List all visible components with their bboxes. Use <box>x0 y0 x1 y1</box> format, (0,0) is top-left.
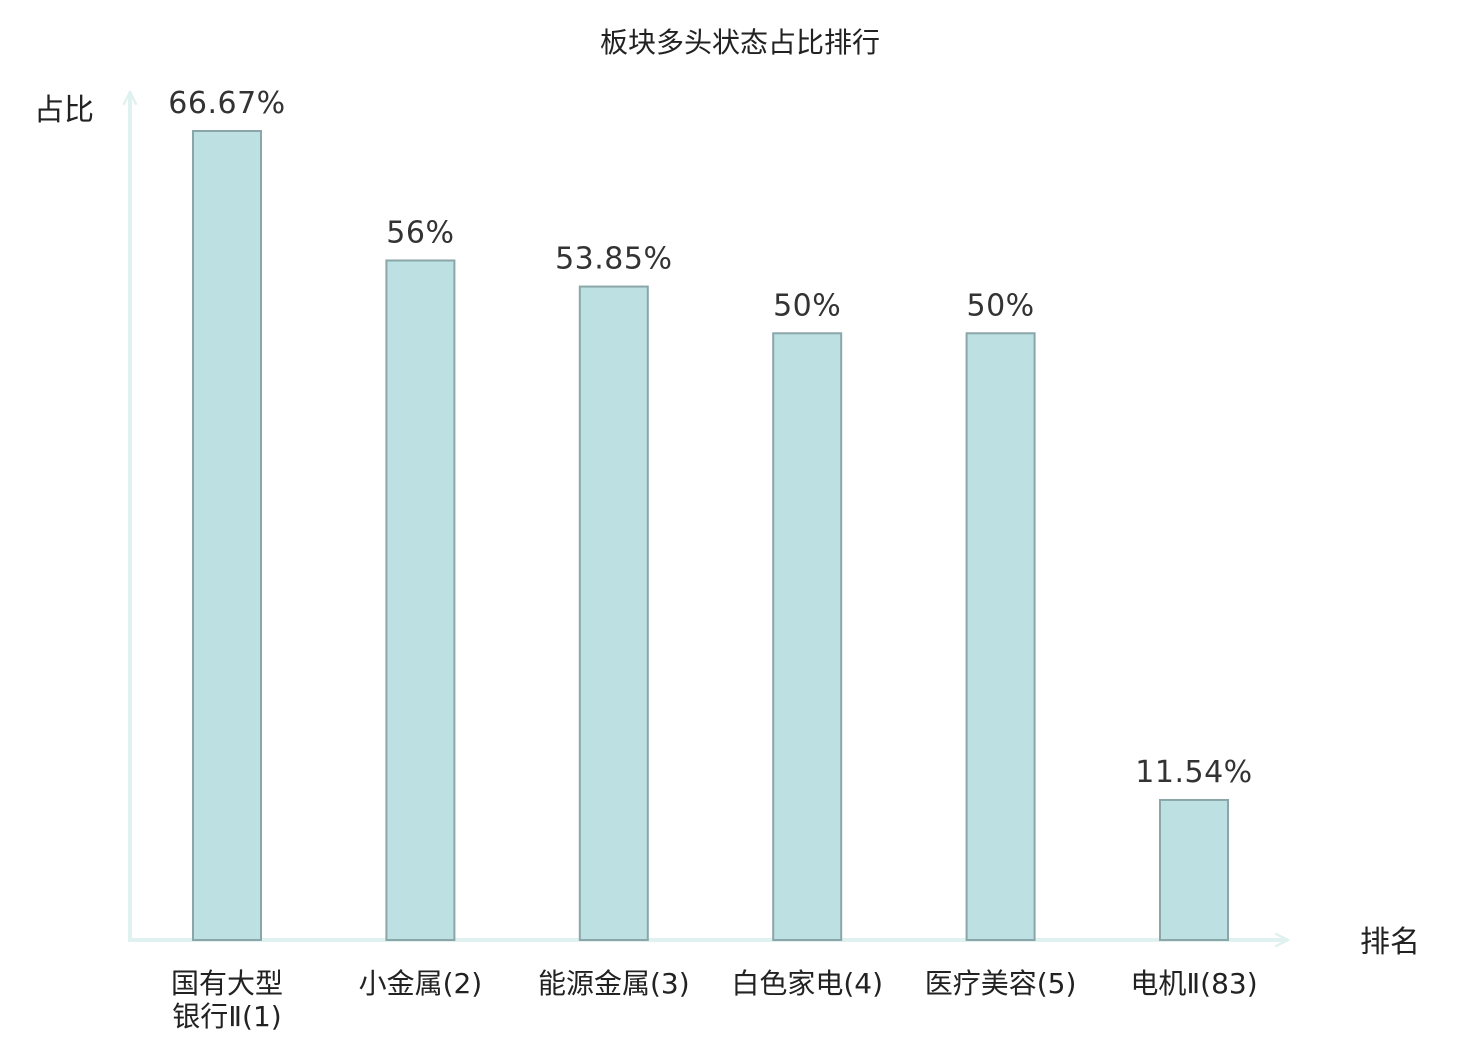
category-label-line: 小金属(2) <box>359 967 483 1000</box>
category-label-line: 白色家电(4) <box>731 967 883 1000</box>
bar-1 <box>192 130 262 941</box>
bar-4 <box>772 332 843 941</box>
bar-2 <box>385 259 456 941</box>
x-axis-title: 排名 <box>1360 925 1420 960</box>
category-label-line: 医疗美容(5) <box>925 967 1077 1000</box>
value-label-4: 50% <box>773 288 841 323</box>
value-label-3: 53.85% <box>555 242 672 277</box>
category-label-5: 医疗美容(5) <box>925 967 1077 1000</box>
category-label-line: 电机Ⅱ(83) <box>1130 967 1257 1000</box>
category-label-3: 能源金属(3) <box>538 967 690 1000</box>
chart-title: 板块多头状态占比排行 <box>600 26 880 59</box>
plot-area: 66.67% 国有大型银行Ⅱ(1) 56% 小金属(2) 53.85% 能源金属(3) 50… <box>168 86 1257 1033</box>
category-label-2: 小金属(2) <box>359 967 483 1000</box>
bar-6 <box>1159 798 1229 942</box>
category-label-line: 国有大型 <box>171 967 283 1000</box>
bar-5 <box>965 332 1036 941</box>
y-axis-title: 占比 <box>34 93 94 128</box>
category-label-line: 能源金属(3) <box>538 967 690 1000</box>
value-label-2: 56% <box>386 215 454 250</box>
category-label-6: 电机Ⅱ(83) <box>1130 967 1257 1000</box>
category-label-1: 国有大型银行Ⅱ(1) <box>171 967 283 1033</box>
category-label-line: 银行Ⅱ(1) <box>172 1000 281 1033</box>
category-label-4: 白色家电(4) <box>731 967 883 1000</box>
value-label-1: 66.67% <box>168 86 285 121</box>
value-label-5: 50% <box>967 288 1035 323</box>
value-label-6: 11.54% <box>1135 755 1252 790</box>
bar-3 <box>578 285 649 941</box>
